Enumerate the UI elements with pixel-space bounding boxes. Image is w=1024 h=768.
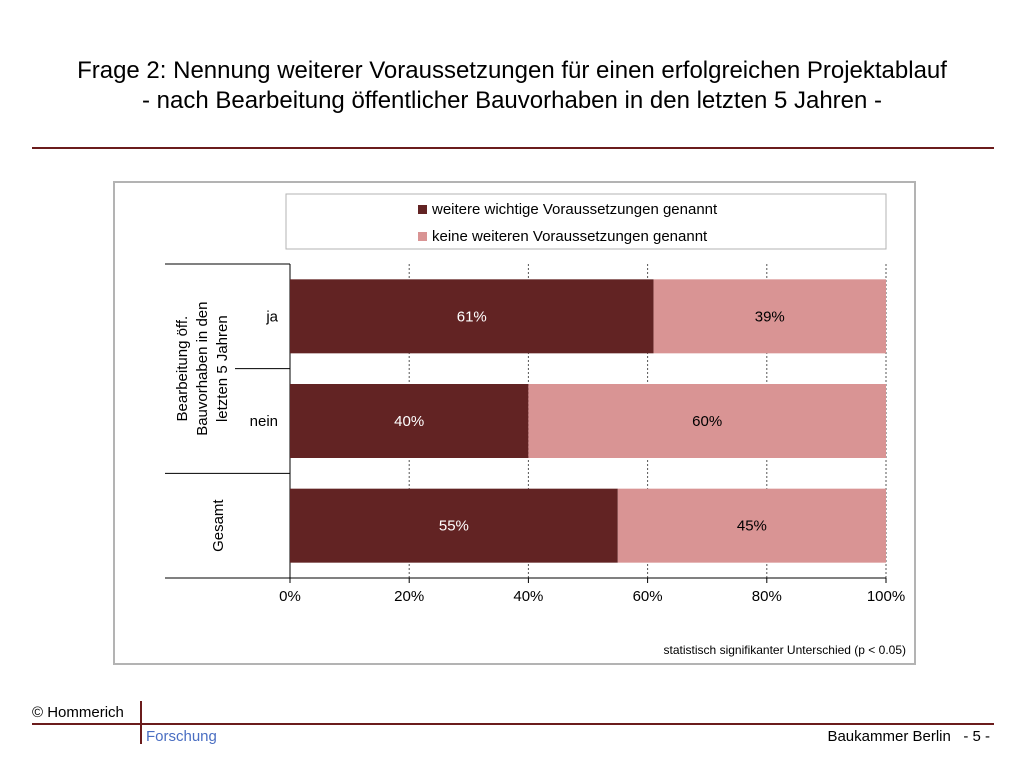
x-tick-label: 40%	[513, 588, 543, 605]
bar-segment	[528, 384, 886, 458]
copyright-label: © Hommerich	[32, 704, 124, 721]
category-label: Gesamt	[210, 499, 227, 552]
bar-segment	[290, 279, 654, 354]
slide-title-line2: - nach Bearbeitung öffentlicher Bauvorha…	[141, 87, 883, 114]
x-tick-label: 80%	[752, 588, 782, 605]
category-label: nein	[250, 413, 278, 430]
chart-footnote: statistisch signifikanter Unterschied (p…	[664, 643, 906, 657]
bar-segment	[653, 279, 886, 354]
x-tick-label: 20%	[394, 588, 424, 605]
stacked-bar-chart: weitere wichtige Voraussetzungen genannt…	[165, 193, 906, 657]
footer-divider	[32, 723, 994, 725]
y-group-label-line: Bearbeitung öff.	[174, 316, 191, 422]
data-label: 39%	[755, 308, 785, 325]
legend-label: keine weiteren Voraussetzungen genannt	[432, 228, 708, 245]
brand-label: Forschung	[146, 728, 217, 745]
legend-box	[285, 193, 887, 250]
bar-segment	[290, 384, 529, 458]
data-label: 55%	[439, 518, 469, 535]
legend-label: weitere wichtige Voraussetzungen genannt	[431, 201, 718, 218]
footer-vertical-divider	[140, 701, 142, 744]
chart-panel: weitere wichtige Voraussetzungen genannt…	[113, 181, 916, 665]
y-group-label-line: letzten 5 Jahren	[214, 315, 231, 422]
title-divider	[32, 147, 994, 149]
data-label: 61%	[457, 308, 487, 325]
footer-page-info: Baukammer Berlin - 5 -	[827, 728, 990, 745]
y-group-label: Bearbeitung öff. Bauvorhaben in den letzte…	[174, 302, 231, 436]
bar-segment	[617, 488, 886, 563]
slide-title-line1: Frage 2: Nennung weiterer Voraussetzunge…	[77, 57, 947, 84]
data-label: 45%	[737, 518, 767, 535]
x-tick-label: 0%	[279, 588, 301, 605]
slide-title: Frage 2: Nennung weiterer Voraussetzunge…	[0, 56, 1024, 116]
y-group-label-line: Bauvorhaben in den	[194, 302, 211, 436]
data-label: 60%	[692, 413, 722, 430]
legend-swatch	[418, 205, 427, 214]
data-label: 40%	[394, 413, 424, 430]
legend-swatch	[418, 232, 427, 241]
x-tick-label: 60%	[633, 588, 663, 605]
category-label: ja	[265, 308, 278, 325]
x-tick-label: 100%	[867, 588, 905, 605]
bar-segment	[290, 488, 618, 563]
